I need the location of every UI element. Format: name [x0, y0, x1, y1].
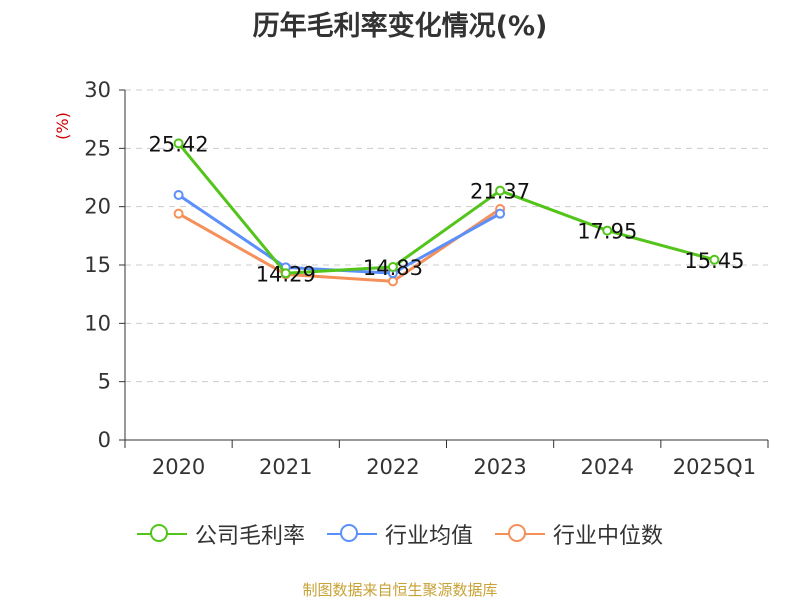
legend-item-industry-median[interactable]: 行业中位数 — [495, 518, 663, 550]
data-point — [709, 254, 720, 265]
chart-title: 历年毛利率变化情况(%) — [252, 11, 548, 42]
data-point — [495, 185, 506, 196]
data-label: 17.95 — [577, 220, 637, 244]
data-label: 15.45 — [684, 249, 744, 273]
data-point — [602, 225, 613, 236]
data-point — [280, 268, 291, 279]
y-tick-label: 15 — [84, 253, 111, 277]
legend-label: 行业均值 — [384, 524, 473, 549]
y-tick-label: 10 — [84, 311, 111, 335]
x-tick-label: 2021 — [259, 455, 312, 479]
y-tick-label: 30 — [84, 78, 111, 102]
x-tick-label: 2025Q1 — [673, 455, 756, 479]
series-line-2 — [177, 207, 501, 283]
x-tick-label: 2024 — [581, 455, 634, 479]
y-tick-label: 25 — [84, 136, 111, 160]
legend-marker-icon — [136, 522, 187, 546]
legend-item-industry-mean[interactable]: 行业均值 — [326, 518, 473, 550]
x-tick-label: 2023 — [473, 455, 526, 479]
data-label: 21.37 — [470, 180, 530, 204]
legend-marker-icon — [326, 522, 377, 546]
data-label: 25.42 — [149, 132, 209, 156]
data-point — [173, 138, 184, 149]
data-label: 14.83 — [363, 256, 423, 280]
data-point — [173, 208, 184, 219]
source-note: 制图数据来自恒生聚源数据库 — [302, 581, 498, 599]
y-tick-label: 0 — [98, 428, 111, 452]
y-axis-unit: (%) — [53, 112, 72, 140]
data-point — [495, 208, 506, 219]
legend-label: 行业中位数 — [553, 524, 664, 549]
x-tick-label: 2020 — [152, 455, 205, 479]
series-line-0 — [177, 142, 715, 275]
legend-marker-icon — [495, 522, 545, 546]
legend-label: 公司毛利率 — [194, 524, 305, 549]
data-point — [387, 261, 398, 272]
chart-legend: 公司毛利率 行业均值 行业中位数 — [0, 518, 800, 550]
x-tick-label: 2022 — [366, 455, 419, 479]
legend-item-company[interactable]: 公司毛利率 — [136, 518, 305, 550]
y-tick-label: 20 — [84, 195, 111, 219]
data-point — [173, 190, 184, 200]
y-tick-label: 5 — [98, 370, 111, 394]
data-label: 14.29 — [256, 262, 316, 286]
